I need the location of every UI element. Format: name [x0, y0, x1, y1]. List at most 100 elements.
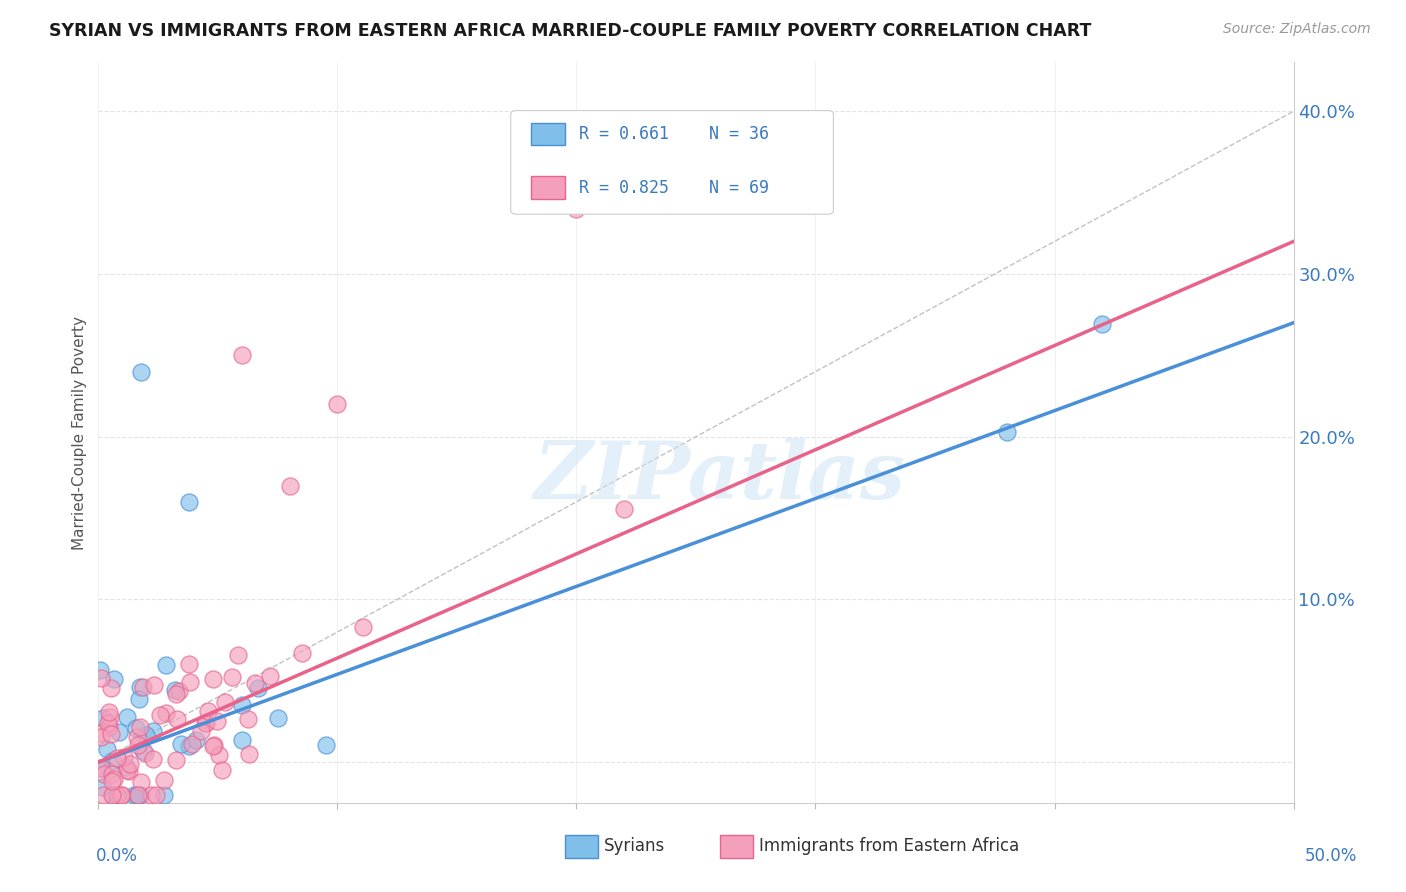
Point: [179, 495, 201, 509]
Point: [326, 397, 349, 411]
Point: [90, 730, 112, 744]
Point: [226, 648, 249, 663]
Point: [259, 669, 281, 683]
Point: [167, 684, 190, 698]
Point: [91, 761, 114, 775]
Point: [103, 772, 125, 787]
Text: R = 0.825    N = 69: R = 0.825 N = 69: [579, 178, 769, 196]
Point: [995, 425, 1018, 440]
Point: [231, 733, 253, 747]
Point: [221, 670, 243, 684]
Point: [120, 756, 142, 771]
Point: [291, 646, 314, 660]
Point: [177, 657, 200, 672]
Text: Syrians: Syrians: [605, 838, 665, 855]
Point: [197, 704, 219, 718]
Point: [101, 788, 124, 802]
Point: [613, 502, 636, 516]
Point: [129, 788, 152, 802]
Point: [129, 774, 152, 789]
Point: [211, 763, 233, 777]
Point: [98, 720, 121, 734]
Point: [127, 738, 149, 752]
Point: [565, 202, 588, 216]
Point: [103, 672, 125, 686]
Text: Immigrants from Eastern Africa: Immigrants from Eastern Africa: [759, 838, 1019, 855]
Point: [100, 788, 122, 802]
Point: [125, 721, 148, 735]
Text: 50.0%: 50.0%: [1305, 847, 1357, 864]
Point: [165, 688, 187, 702]
Point: [142, 724, 165, 739]
Y-axis label: Married-Couple Family Poverty: Married-Couple Family Poverty: [72, 316, 87, 549]
Point: [207, 747, 229, 762]
Point: [231, 698, 253, 713]
Point: [149, 708, 172, 723]
Text: SYRIAN VS IMMIGRANTS FROM EASTERN AFRICA MARRIED-COUPLE FAMILY POVERTY CORRELATI: SYRIAN VS IMMIGRANTS FROM EASTERN AFRICA…: [49, 22, 1091, 40]
Point: [1091, 317, 1114, 331]
Text: 0.0%: 0.0%: [96, 847, 138, 864]
Point: [87, 725, 110, 739]
Point: [100, 726, 122, 740]
Point: [194, 716, 217, 731]
FancyBboxPatch shape: [531, 123, 565, 145]
Point: [128, 691, 150, 706]
Point: [89, 663, 111, 677]
Point: [129, 720, 152, 734]
Point: [243, 676, 266, 690]
Point: [132, 681, 155, 695]
Point: [153, 788, 176, 802]
Point: [98, 709, 121, 723]
Point: [190, 723, 212, 738]
Point: [115, 760, 138, 774]
Point: [96, 741, 118, 756]
Point: [141, 788, 163, 802]
Point: [90, 761, 112, 775]
Point: [127, 788, 149, 802]
Point: [125, 730, 148, 744]
FancyBboxPatch shape: [565, 835, 598, 858]
Point: [105, 788, 128, 802]
Point: [100, 767, 122, 781]
Point: [128, 681, 150, 695]
Point: [179, 674, 201, 689]
Point: [115, 763, 138, 777]
Point: [201, 739, 224, 754]
Point: [105, 788, 128, 802]
Point: [107, 724, 129, 739]
Point: [105, 750, 128, 764]
Point: [91, 788, 114, 802]
FancyBboxPatch shape: [510, 111, 834, 214]
Point: [231, 348, 253, 362]
Point: [131, 365, 153, 379]
Point: [170, 737, 193, 751]
Point: [100, 681, 122, 695]
Point: [315, 739, 337, 753]
FancyBboxPatch shape: [720, 835, 754, 858]
FancyBboxPatch shape: [531, 177, 565, 199]
Point: [236, 712, 259, 726]
Point: [143, 678, 166, 692]
Point: [155, 706, 177, 720]
Point: [195, 716, 218, 731]
Point: [135, 728, 157, 742]
Point: [127, 788, 149, 802]
Text: ZIPatlas: ZIPatlas: [534, 438, 905, 516]
Point: [91, 780, 114, 795]
Point: [101, 754, 124, 768]
Point: [145, 788, 167, 802]
Point: [110, 788, 132, 802]
Point: [205, 714, 228, 728]
Point: [153, 772, 176, 787]
Point: [112, 750, 135, 764]
Point: [134, 747, 156, 761]
Point: [90, 671, 112, 685]
Point: [97, 715, 120, 730]
Point: [124, 788, 146, 802]
Point: [165, 753, 187, 767]
Point: [155, 658, 177, 673]
Point: [201, 673, 224, 687]
Point: [247, 681, 270, 695]
Point: [131, 744, 153, 758]
Point: [91, 711, 114, 725]
